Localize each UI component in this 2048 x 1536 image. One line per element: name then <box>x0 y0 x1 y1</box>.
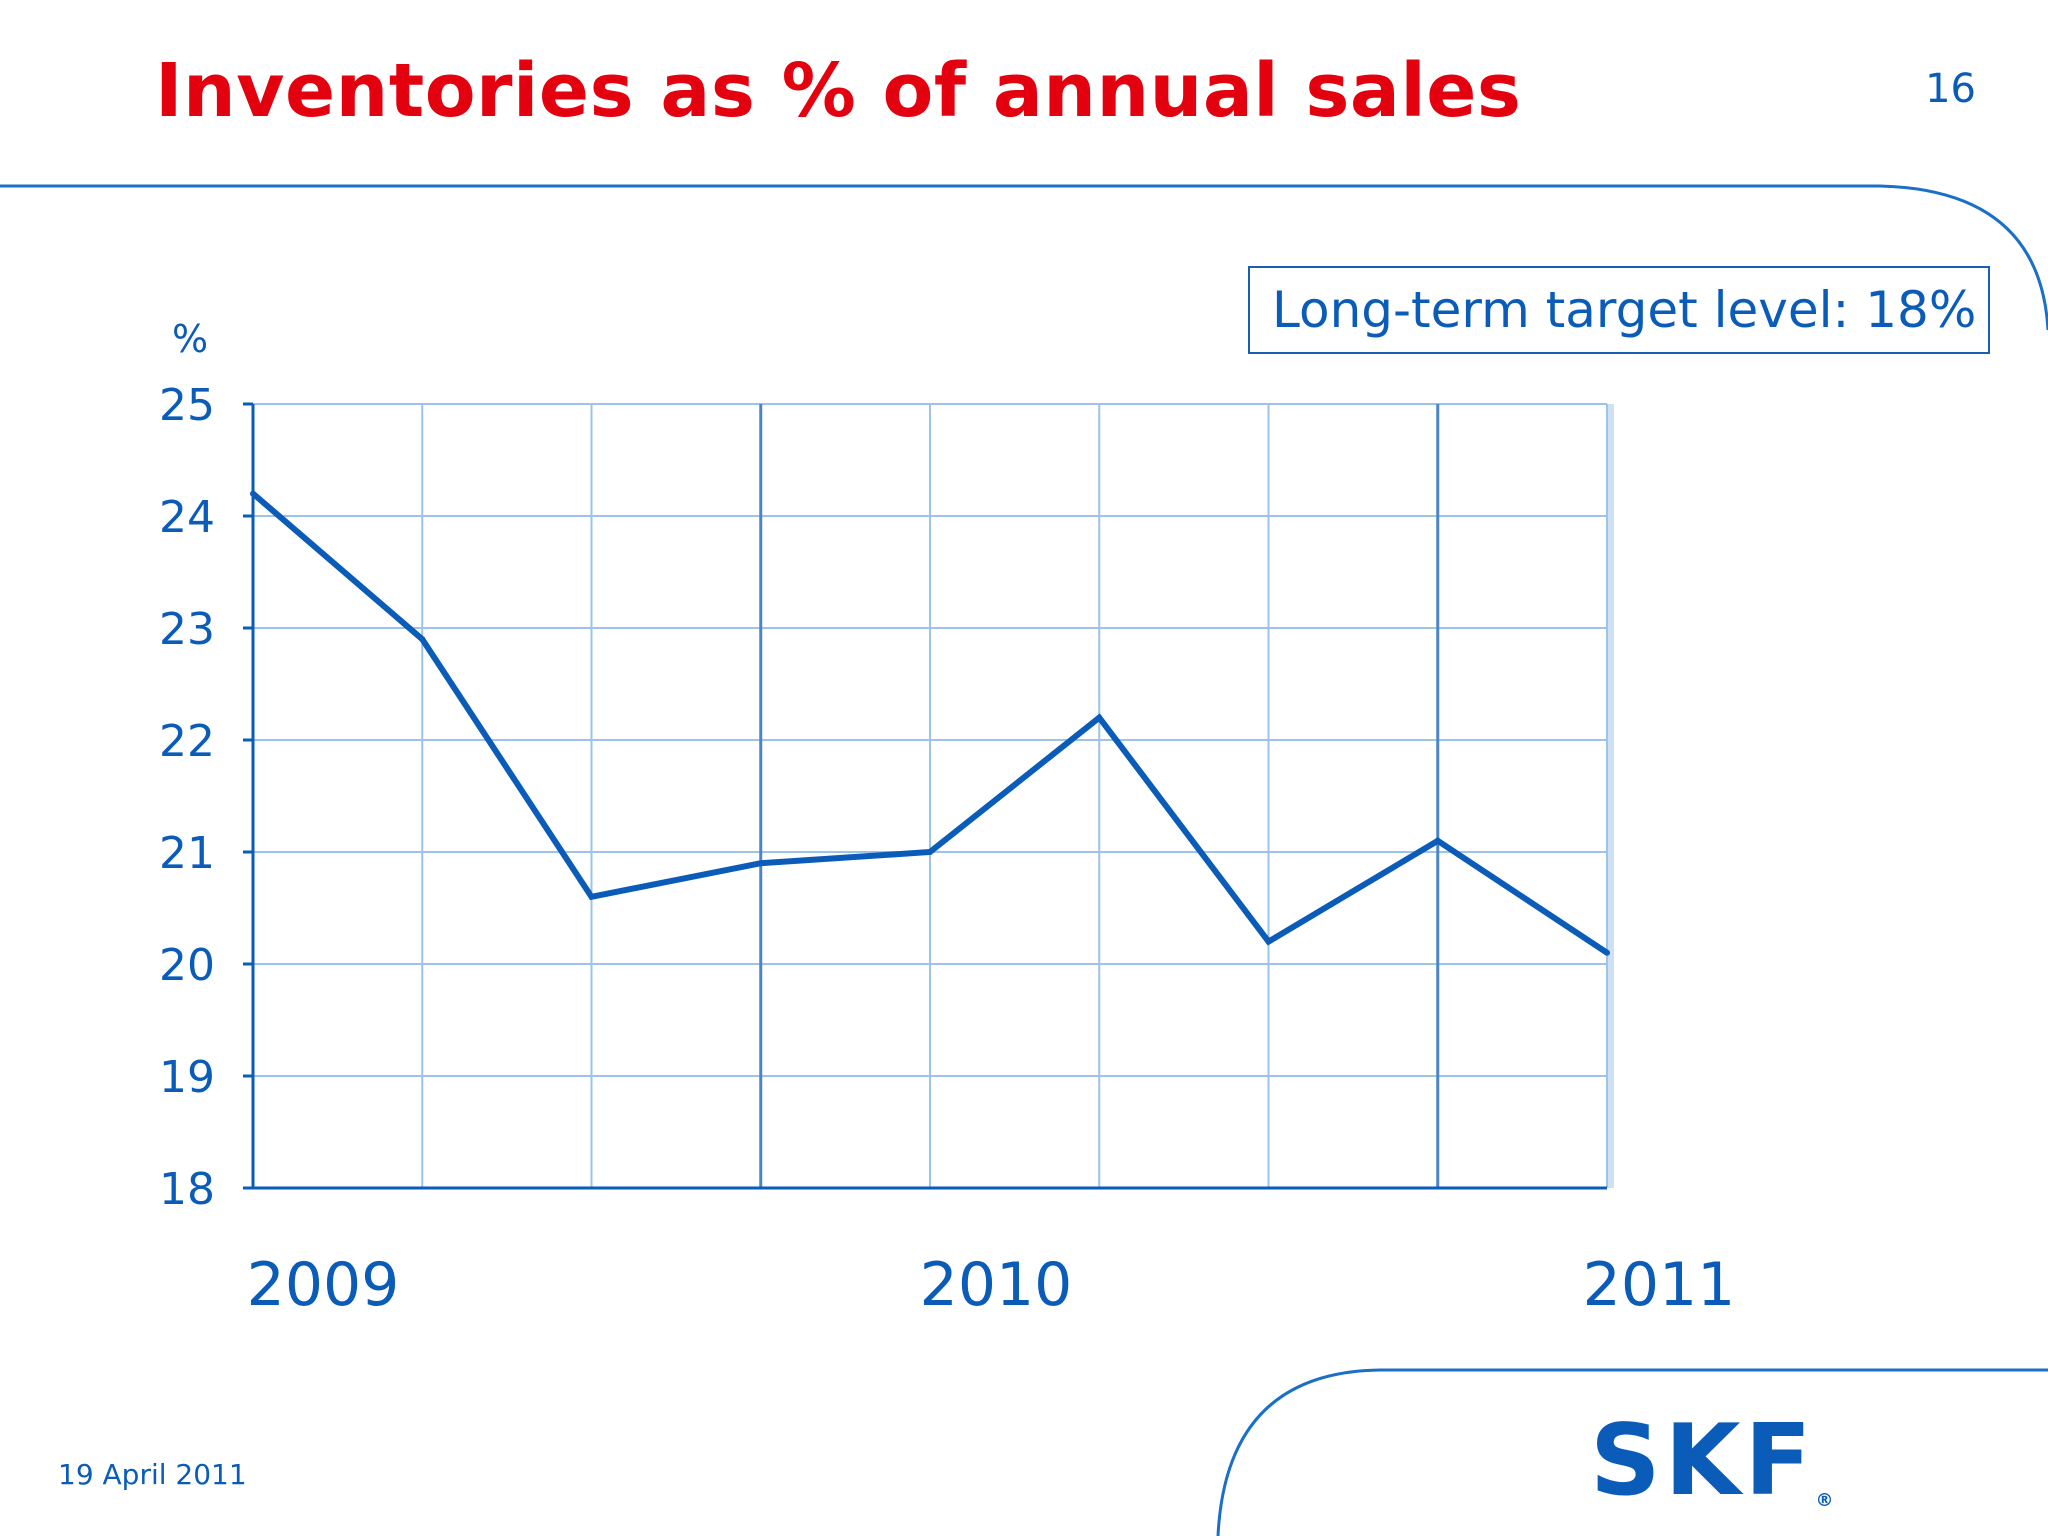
y-tick-label: 21 <box>159 828 215 879</box>
footer-curve <box>1216 1368 2048 1536</box>
y-axis-unit-label: % <box>172 317 208 361</box>
data-point <box>1434 837 1441 844</box>
footer-date: 19 April 2011 <box>58 1458 247 1491</box>
line-chart: 18 19 20 21 22 23 24 25% 2009 2010 2011 <box>159 317 1735 1320</box>
data-point <box>588 893 595 900</box>
page-title: Inventories as % of annual sales <box>155 48 1522 134</box>
header-rule <box>0 184 2048 331</box>
logo-text: SKF <box>1590 1404 1816 1518</box>
data-point <box>757 860 764 867</box>
logo-registered-mark: ® <box>1815 1490 1834 1511</box>
data-point <box>1265 938 1272 945</box>
data-point <box>927 849 933 855</box>
data-point <box>1096 714 1103 721</box>
page-number: 16 <box>1925 66 1976 112</box>
y-tick-label: 19 <box>159 1052 215 1103</box>
y-tick-label: 18 <box>159 1164 215 1215</box>
y-tick-label: 20 <box>159 940 215 991</box>
y-tick-label: 25 <box>159 380 215 431</box>
y-tick-label: 24 <box>159 492 215 543</box>
data-point <box>419 636 426 643</box>
y-tick-label: 22 <box>159 716 215 767</box>
y-tick-label: 23 <box>159 604 215 655</box>
x-tick-label: 2010 <box>920 1250 1073 1320</box>
x-tick-label: 2011 <box>1583 1250 1736 1320</box>
x-tick-label: 2009 <box>247 1250 400 1320</box>
data-point <box>250 490 256 497</box>
data-point <box>1604 949 1610 956</box>
target-annotation: Long-term target level: 18% <box>1248 266 1990 354</box>
skf-logo: SKF® <box>1590 1412 1833 1510</box>
